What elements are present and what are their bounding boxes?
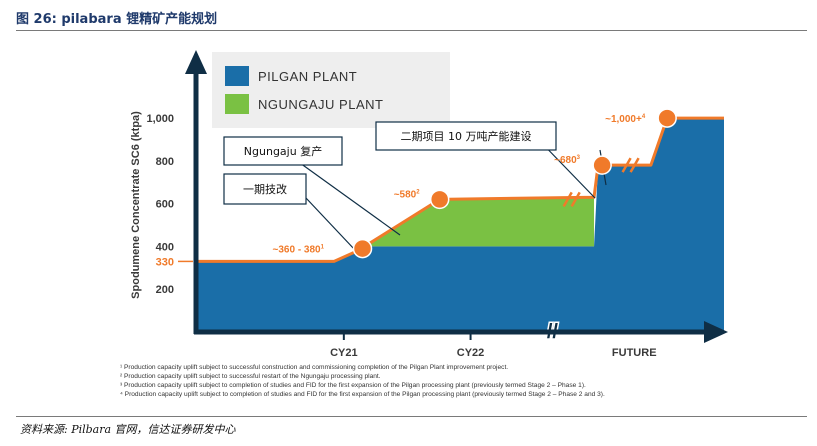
milestone-footnote-ref: 2 [416,189,420,195]
figure-title: 图 26: pilabara 锂精矿产能规划 [16,12,218,27]
milestone-footnote-ref: 1 [321,245,325,251]
footnote-line: ² Production capacity uplift subject to … [120,373,381,380]
outline-break-mark [562,191,581,207]
milestone-marker [352,238,373,259]
milestone-footnote-ref: 4 [642,114,646,120]
footnote-line: ¹ Production capacity uplift subject to … [120,364,508,371]
milestone-marker [657,108,677,128]
callout-box: 一期技改 [223,173,307,205]
x-tick-label: CY22 [457,347,485,359]
callout-text: Ngungaju 复产 [244,144,322,158]
x-tick-label: CY21 [330,347,358,359]
callout-box: Ngungaju 复产 [223,136,343,166]
callout-box: 二期项目 10 万吨产能建设 [375,121,557,151]
leader-line [299,162,401,236]
callout-text: 二期项目 10 万吨产能建设 [401,129,532,143]
legend-label: NGUNGAJU PLANT [258,97,383,112]
milestone-label: ~360 - 3801 [273,245,325,256]
capacity-outline [196,116,724,263]
outline-break-slash [621,157,632,173]
outline-break-slash [562,191,573,207]
y-tick-label: 400 [156,241,174,253]
y-tick-label: 1,000 [146,113,174,125]
bottom-rule [16,416,807,417]
milestone-footnote-ref: 3 [577,155,581,161]
milestone-label: ~6803 [554,155,581,166]
ngungaju-area [364,197,595,247]
outline-break-slash [570,191,581,207]
source-note: 资料来源: Pilbara 官网，信达证券研发中心 [20,423,236,436]
y-tick-label: 800 [156,156,174,168]
outline-break-mark [621,157,640,173]
callout-text: 一期技改 [243,182,287,196]
legend-swatch [225,66,249,86]
milestone-marker [429,189,450,210]
milestone-label: ~1,000+4 [605,114,646,125]
x-tick-label: FUTURE [612,347,657,359]
outline-break-slash [629,157,640,173]
footnote-line: ⁴ Production capacity uplift subject to … [120,391,605,398]
y-axis-arrow [185,50,207,74]
pilgan-area [196,118,724,332]
y-tick-highlight: 330 [156,256,174,268]
legend-label: PILGAN PLANT [258,69,357,84]
x-axis-arrow [704,321,728,343]
y-tick-label: 200 [156,284,174,296]
footnote-line: ³ Production capacity uplift subject to … [120,382,586,389]
milestone-marker [592,155,612,175]
milestone-label: ~5802 [394,189,421,200]
y-tick-label: 600 [156,199,174,211]
y-axis-title: Spodumene Concentrate SC6 (ktpa) [130,111,142,299]
legend-swatch [225,94,249,114]
top-rule [16,30,807,31]
callout-frame [223,136,343,166]
leader-line [305,197,356,251]
callout-frame [223,173,307,205]
callout-frame [375,121,557,151]
legend-box [212,52,450,128]
